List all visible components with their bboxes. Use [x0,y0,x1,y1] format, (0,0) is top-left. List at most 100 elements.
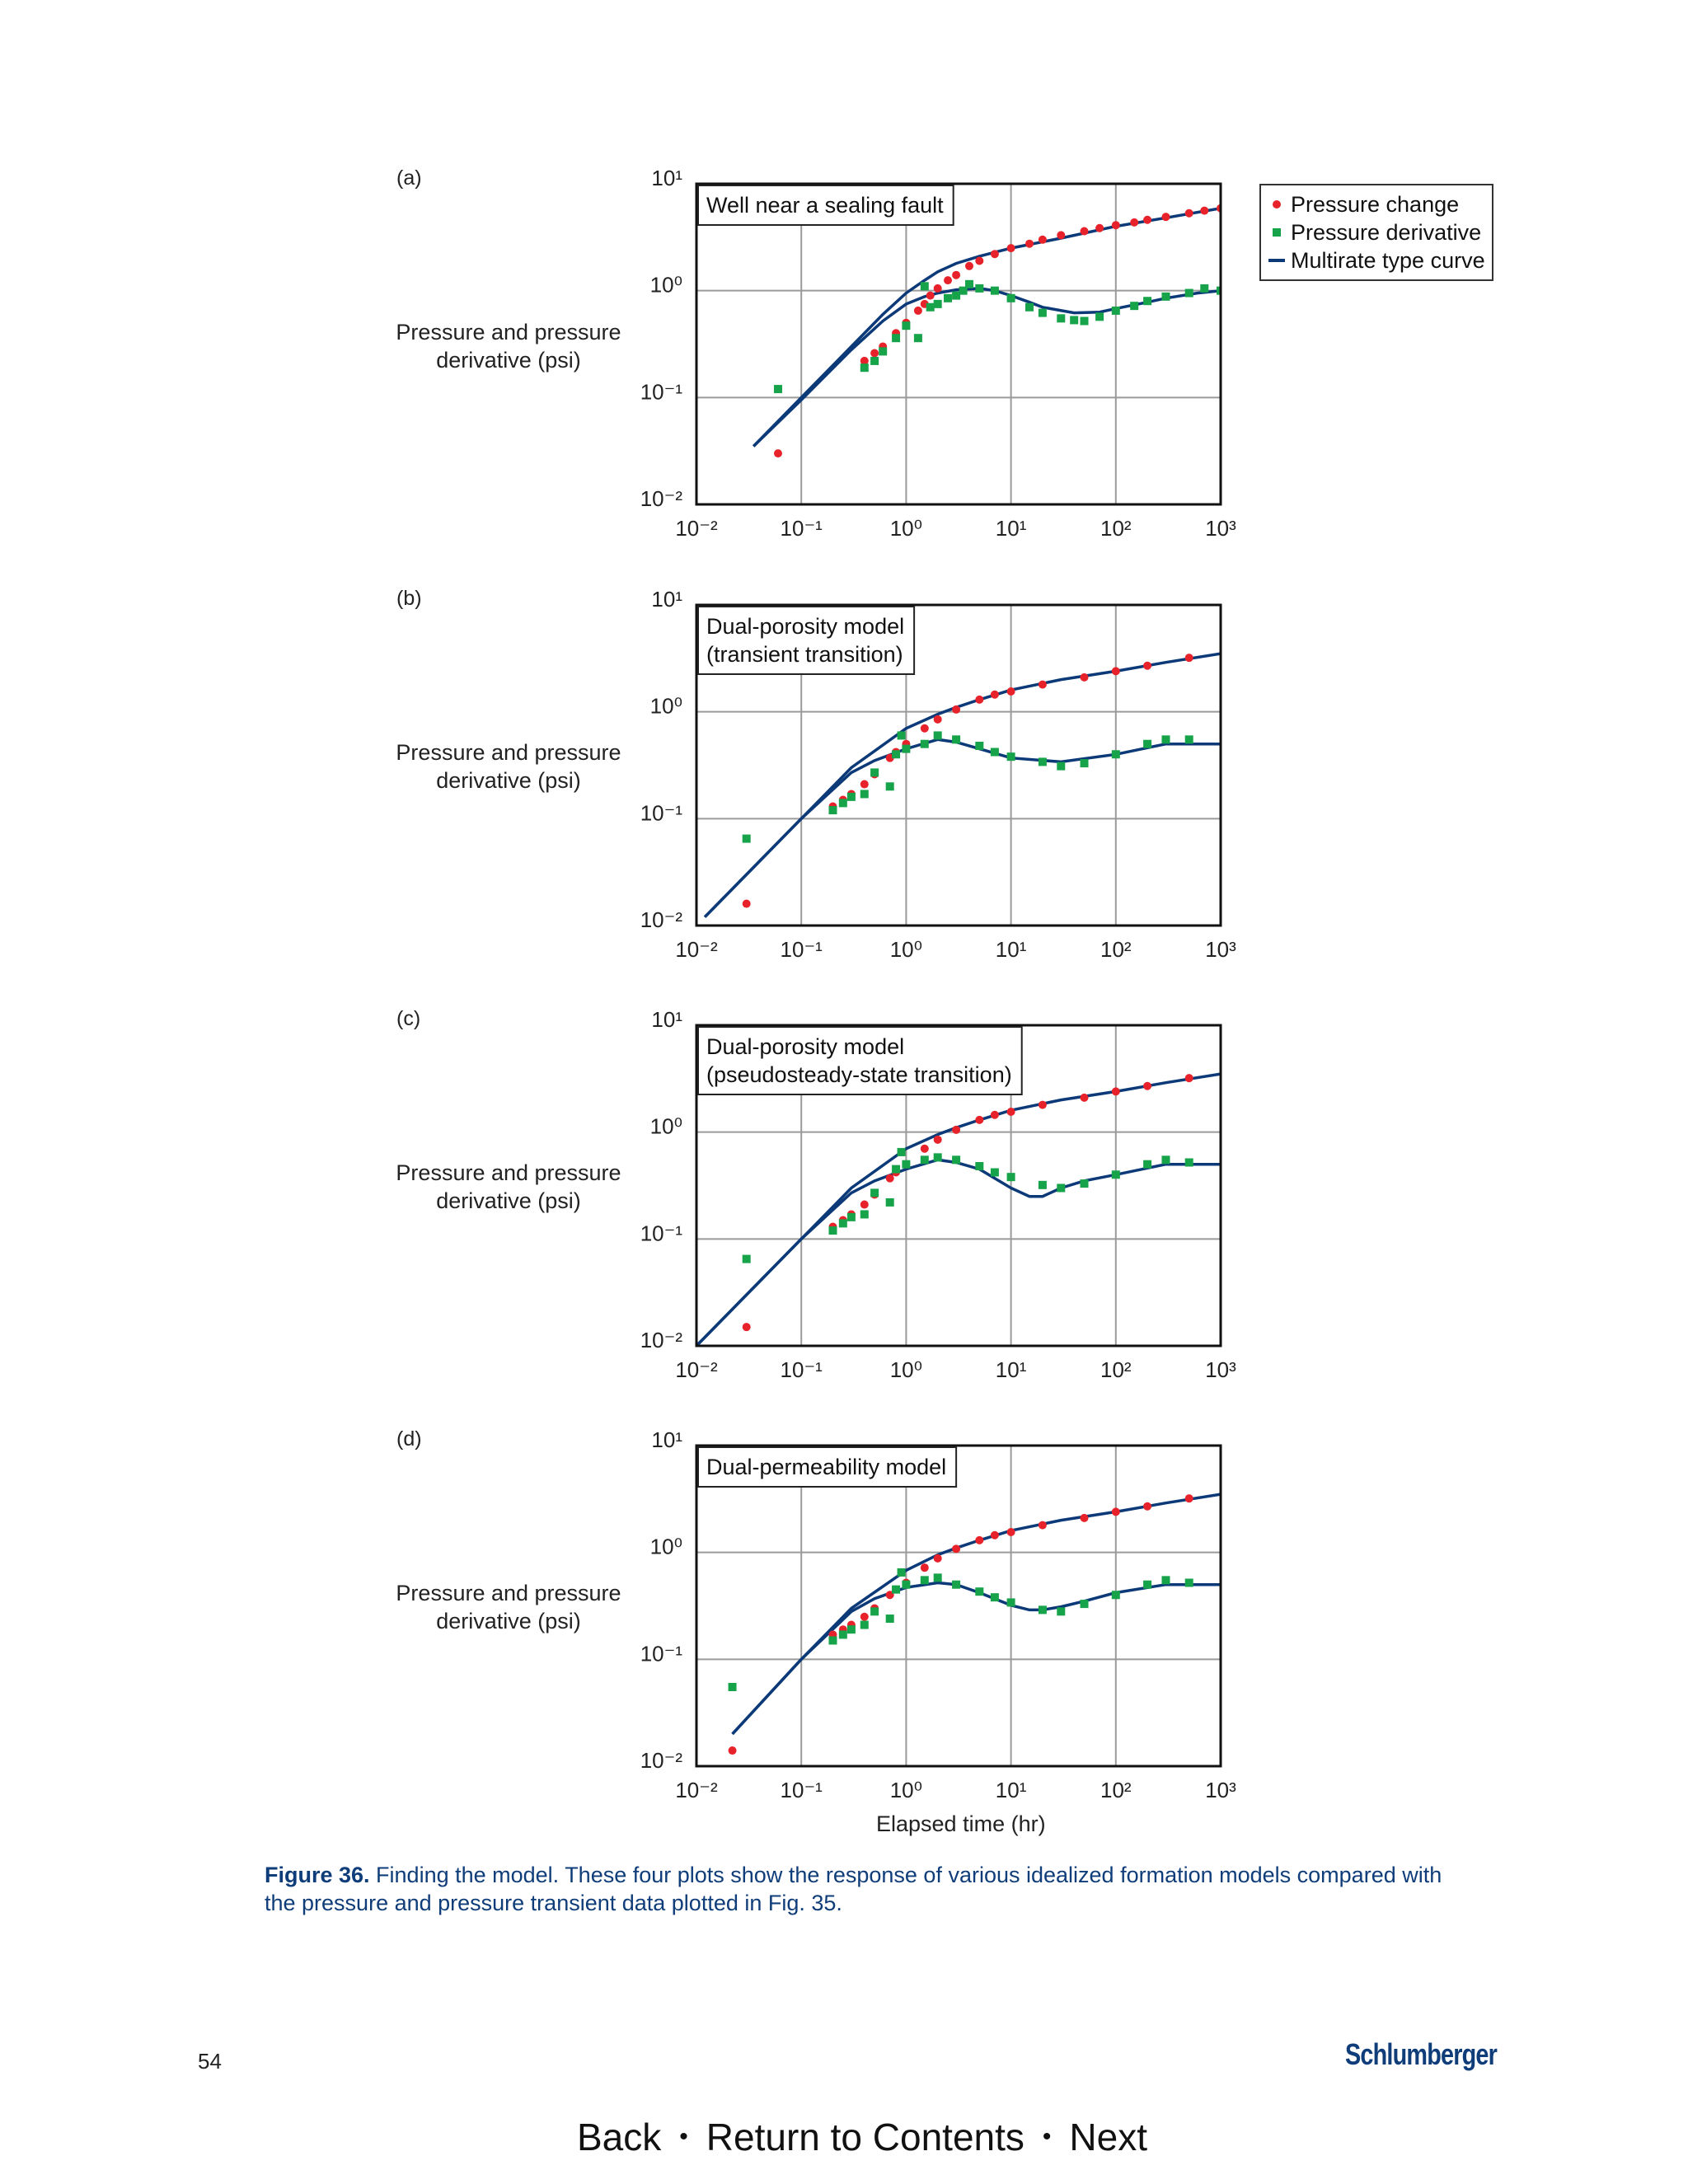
chart-title-box: Dual-porosity model (pseudosteady-state t… [697,1026,1023,1095]
schlumberger-logo: Schlumberger [1345,2037,1498,2071]
pressure-derivative-point [975,741,984,750]
pressure-change-point [860,780,869,789]
pressure-derivative-point [1057,1607,1066,1616]
pressure-change-point [920,1563,929,1572]
pressure-derivative-point [952,735,961,744]
pressure-change-point [1143,1081,1152,1090]
pressure-derivative-point [860,1210,869,1219]
pressure-derivative-point [728,1682,737,1691]
pressure-derivative-point [846,792,856,801]
pressure-derivative-point [1143,297,1152,306]
pressure-derivative-point [1143,1580,1152,1589]
pressure-derivative-point [892,334,901,343]
pressure-change-point [952,1125,961,1134]
y-axis-label-line: Pressure and pressure [396,740,621,765]
pressure-derivative-point [1038,308,1047,317]
pressure-change-point [742,899,751,908]
plot-area [696,1072,1221,1346]
back-link[interactable]: Back [577,2116,662,2158]
return-to-contents-link[interactable]: Return to Contents [706,2116,1025,2158]
plot-frame [695,182,1222,506]
pressure-change-point [990,250,999,259]
pressure-derivative-point [870,356,879,365]
pressure-change-point [870,349,879,358]
y-axis-label-line: Pressure and pressure [396,320,621,344]
x-tick-label: 10⁻² [675,1778,718,1802]
type-curve-line [696,1158,1221,1346]
pressure-change-point [1080,673,1089,682]
pressure-derivative-point [1161,735,1170,744]
pressure-derivative-point [1217,286,1221,295]
pressure-derivative-point [933,1153,942,1162]
nav-separator: • [679,2123,688,2150]
legend: Pressure change Pressure derivative Mult… [1259,184,1493,281]
pressure-change-point [1143,661,1152,670]
y-tick-label: 10¹ [651,1427,682,1452]
x-tick-label: 10⁰ [890,1778,922,1802]
pressure-derivative-point [920,1155,929,1165]
type-curve-line [696,1072,1221,1346]
pressure-derivative-point [902,744,911,753]
pressure-change-point [1057,231,1066,240]
chart-title-box: Well near a sealing fault [697,185,954,226]
pressure-derivative-point [897,1568,906,1577]
pressure-change-point [885,1174,894,1183]
chart-title: Well near a sealing fault [706,193,944,218]
page-navigation: Back • Return to Contents • Next [577,2115,1147,2159]
x-tick-label: 10³ [1205,1778,1236,1802]
pressure-change-point [860,356,869,365]
y-tick-label: 10⁰ [650,1114,682,1139]
pressure-change-point [975,695,984,704]
y-tick-label: 10⁻¹ [640,379,683,404]
panel-label-a: (a) [396,166,422,190]
pressure-change-point [1080,1513,1089,1522]
panel-label-b: (b) [396,587,422,610]
pressure-derivative-point [1184,1158,1193,1167]
plot-frame [695,603,1222,927]
pressure-derivative-point [1184,288,1193,298]
type-curve-line [752,206,1221,448]
x-tick-label: 10⁻¹ [781,1357,823,1382]
pressure-derivative-point [990,1168,999,1177]
plot-area [703,652,1221,918]
pressure-change-point [1111,1507,1120,1516]
pressure-change-point [1111,667,1120,676]
pressure-derivative-point [902,1580,911,1589]
pressure-derivative-point [1006,1598,1015,1607]
pressure-derivative-point [1095,312,1104,321]
pressure-derivative-point [1184,735,1193,744]
y-tick-label: 10⁻¹ [640,800,683,825]
pressure-derivative-point [897,731,906,740]
pressure-change-point [975,1535,984,1544]
next-link[interactable]: Next [1069,2116,1147,2158]
pressure-change-point [944,276,953,285]
pressure-derivative-point [920,1576,929,1585]
blue-line-marker-icon [1268,258,1286,263]
panel-label-c: (c) [396,1007,421,1030]
pressure-change-point [860,1612,869,1621]
plot-frame [695,1024,1222,1347]
y-tick-label: 10¹ [651,587,682,612]
pressure-derivative-point [975,284,984,293]
x-tick-label: 10⁰ [890,937,922,962]
pressure-derivative-point [838,1630,847,1639]
chart-title: Dual-permeability model [706,1455,946,1479]
pressure-change-point [975,1115,984,1124]
pressure-derivative-point [920,739,929,748]
y-axis-label-line: derivative (psi) [436,1609,581,1633]
y-axis-label-line: derivative (psi) [436,348,581,373]
type-curve-line [731,1493,1221,1736]
pressure-change-point [1038,1521,1047,1530]
pressure-change-point [1080,227,1089,236]
chart-3: 10⁻² 10⁻¹ 10⁰ 10¹ 10² 10³ 10⁻² 10⁻¹ 10⁰ 10¹ Dual-p… [640,1427,1236,1802]
pressure-derivative-point [870,768,879,777]
pressure-derivative-point [885,1197,894,1207]
y-tick-label: 10⁰ [650,1535,682,1559]
chart-0: 10⁻² 10⁻¹ 10⁰ 10¹ 10² 10³ 10⁻² 10⁻¹ 10⁰ 10¹ Well n… [640,166,1236,541]
x-tick-label: 10³ [1205,1357,1236,1382]
pressure-change-point [1130,218,1139,227]
pressure-change-point [926,291,935,300]
x-tick-label: 10⁻¹ [781,1778,823,1802]
legend-label: Multirate type curve [1291,248,1485,273]
pressure-derivative-point [952,1580,961,1589]
